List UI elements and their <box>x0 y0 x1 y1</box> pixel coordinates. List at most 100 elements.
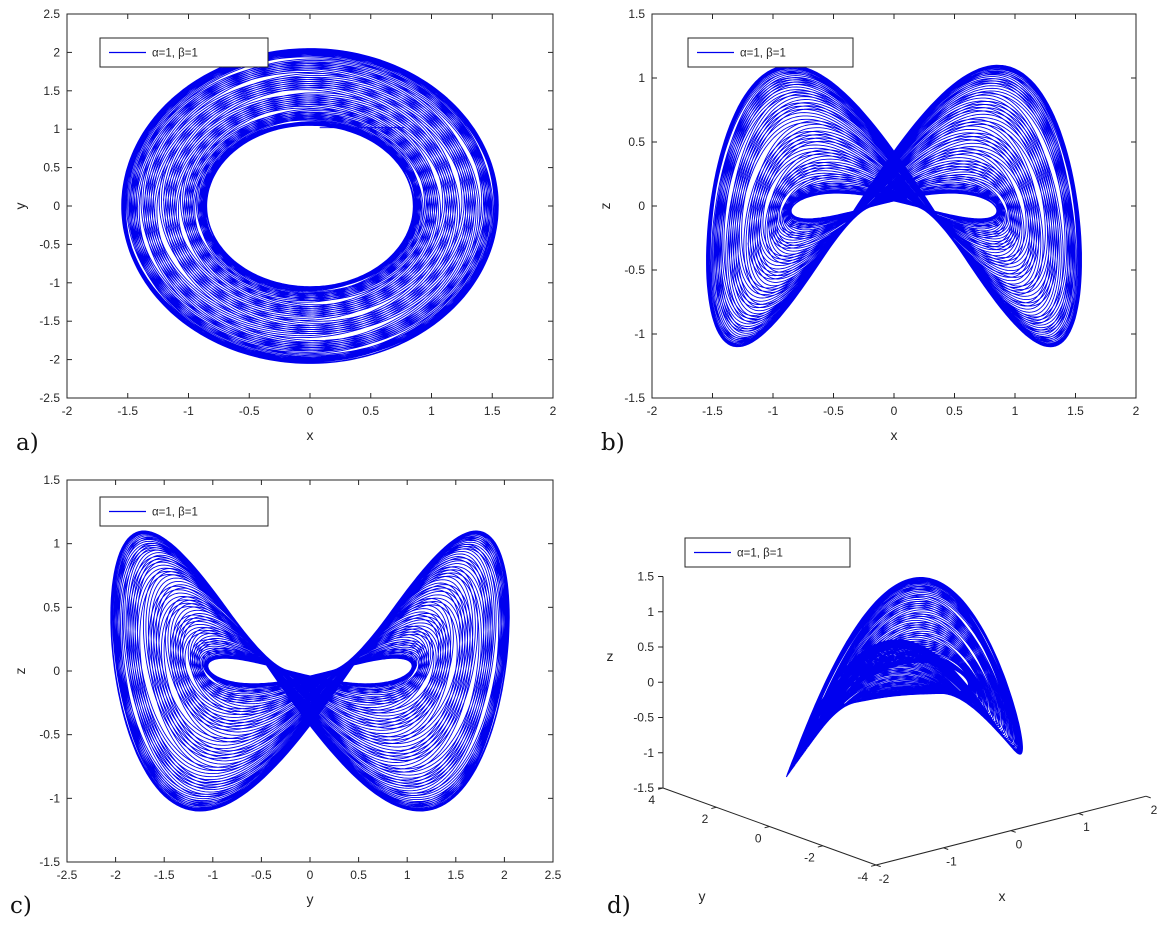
x-tick-3d <box>875 864 881 868</box>
y-tick-label: 0.5 <box>43 600 60 614</box>
legend-label: α=1, β=1 <box>740 48 786 60</box>
x-axis-label: x <box>999 888 1006 904</box>
x-tick-label: 1 <box>428 404 435 418</box>
x-tick-label: 0 <box>307 868 314 882</box>
x-tick-label: -1.5 <box>117 404 138 418</box>
trajectory-line <box>121 48 499 364</box>
phase-plot-yz: -2.5 -2 -1.5 -1 -0.5 0 0.5 1 1.5 2 2.5 -1.5 -1 -0.5 0 0… <box>12 473 562 907</box>
trajectory-line <box>706 64 1082 348</box>
y-tick-label: 0 <box>53 199 60 213</box>
x-tick-label: 1 <box>1012 404 1019 418</box>
x-tick-label: 0 <box>891 404 898 418</box>
x-tick-label: 0 <box>1016 837 1023 851</box>
y-tick-label: 4 <box>648 793 655 807</box>
x-tick-label: -1 <box>183 404 194 418</box>
y-tick-label: 0.5 <box>43 161 60 175</box>
x-tick-label: -2.5 <box>57 868 78 882</box>
legend-box <box>687 37 854 68</box>
z-tick-label: 0 <box>647 675 654 689</box>
legend-label: α=1, β=1 <box>152 507 198 519</box>
trajectory-line-3d <box>786 577 1023 778</box>
y-tick-label: 1 <box>53 122 60 136</box>
x-tick-label: -1.5 <box>702 404 723 418</box>
panel-label-a: a) <box>16 430 39 456</box>
y-tick-label: 1.5 <box>43 84 60 98</box>
z-axis-label: z <box>607 648 614 664</box>
y-tick-label: -1.5 <box>624 391 645 405</box>
x-tick-label: 2 <box>1133 404 1140 418</box>
y-tick-label: -0.5 <box>39 237 60 251</box>
y-tick-3d <box>711 806 717 810</box>
x-tick-label: 2 <box>501 868 508 882</box>
y-tick-label: 1.5 <box>628 7 645 21</box>
x-tick-label: 1.5 <box>484 404 501 418</box>
x-tick-label: 0.5 <box>946 404 963 418</box>
x-tick-label: -2 <box>647 404 658 418</box>
y-axis-label: y <box>12 203 28 210</box>
y-tick-3d <box>817 845 823 848</box>
panel-label-b: b) <box>601 430 625 456</box>
y-tick-label: -1 <box>49 276 60 290</box>
y-tick-label: -2 <box>49 353 60 367</box>
y-tick-3d <box>764 826 770 829</box>
legend-box <box>684 537 851 568</box>
x-tick-label: 2 <box>1151 803 1158 817</box>
x-tick-label: -2 <box>62 404 73 418</box>
y-tick-label: -0.5 <box>39 728 60 742</box>
legend-label: α=1, β=1 <box>152 48 198 60</box>
x-axis-label: y <box>307 891 314 907</box>
y-tick-label: -2 <box>804 851 815 865</box>
z-tick-label: 0.5 <box>637 640 654 654</box>
y-tick-label: 0 <box>755 831 762 845</box>
x-axis-3d <box>875 795 1147 866</box>
panel-label-d: d) <box>607 893 631 919</box>
x-tick-label: -0.5 <box>251 868 272 882</box>
x-axis-label: x <box>891 427 898 443</box>
x-tick-label: 0.5 <box>362 404 379 418</box>
phase-plot-xz: -2 -1.5 -1 -0.5 0 0.5 1 1.5 2-1.5-1-0.500.511.5x… <box>597 7 1140 443</box>
y-tick-label: 0 <box>638 199 645 213</box>
x-axis-label: x <box>307 427 314 443</box>
y-tick-label: 2.5 <box>43 7 60 21</box>
y-axis-label: z <box>597 203 613 210</box>
z-tick-label: -1.5 <box>633 781 654 795</box>
trajectory-line <box>110 530 510 812</box>
x-tick-label: 1.5 <box>1067 404 1084 418</box>
x-tick-3d <box>1078 812 1084 816</box>
x-tick-3d <box>943 847 949 850</box>
x-tick-label: 2.5 <box>545 868 562 882</box>
panel-label-c: c) <box>10 893 32 919</box>
x-tick-label: -0.5 <box>823 404 844 418</box>
x-tick-label: -2 <box>879 872 890 886</box>
y-tick-label: -1 <box>49 791 60 805</box>
y-tick-label: -4 <box>857 870 868 884</box>
y-tick-label: -2.5 <box>39 391 60 405</box>
z-tick-label: -0.5 <box>633 711 654 725</box>
y-tick-label: 2 <box>702 812 709 826</box>
x-tick-3d <box>1010 830 1016 833</box>
x-tick-label: -2 <box>110 868 121 882</box>
x-tick-label: 1.5 <box>447 868 464 882</box>
y-tick-label: 1.5 <box>43 473 60 487</box>
x-tick-label: 2 <box>550 404 557 418</box>
y-tick-label: 0 <box>53 664 60 678</box>
x-tick-label: 0 <box>307 404 314 418</box>
x-tick-label: -1 <box>207 868 218 882</box>
x-tick-label: -1 <box>768 404 779 418</box>
y-tick-label: 1 <box>53 537 60 551</box>
x-tick-label: -1.5 <box>154 868 175 882</box>
x-tick-3d <box>1145 795 1151 799</box>
x-tick-label: -1 <box>946 855 957 869</box>
x-tick-label: 0.5 <box>350 868 367 882</box>
x-tick-label: 1 <box>404 868 411 882</box>
z-tick-label: 1.5 <box>637 570 654 584</box>
legend-label: α=1, β=1 <box>737 548 783 560</box>
y-tick-label: -1.5 <box>39 855 60 869</box>
x-tick-label: -0.5 <box>239 404 260 418</box>
z-tick-label: 1 <box>647 605 654 619</box>
y-tick-label: -0.5 <box>624 263 645 277</box>
z-tick-label: -1 <box>643 746 654 760</box>
y-tick-label: 1 <box>638 71 645 85</box>
phase-plot-xy: -2 -1.5 -1 -0.5 0 0.5 1 1.5 2-2.5-2-1.5-1-0.500.… <box>12 7 557 443</box>
